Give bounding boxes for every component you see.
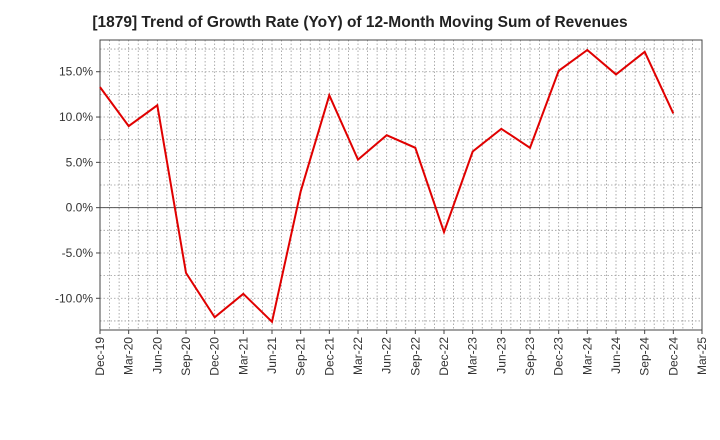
x-tick-label: Jun-20	[150, 337, 164, 374]
x-tick-label: Dec-19	[93, 337, 107, 376]
y-tick-label: 0.0%	[66, 201, 94, 215]
x-tick-label: Mar-20	[122, 337, 136, 375]
x-tick-label: Dec-21	[322, 337, 336, 376]
x-tick-label: Mar-24	[580, 337, 594, 375]
y-tick-label: 10.0%	[59, 110, 93, 124]
x-tick-label: Jun-24	[609, 337, 623, 374]
plot-frame	[99, 39, 703, 331]
x-tick-label: Dec-22	[437, 337, 451, 376]
series-line	[99, 48, 675, 324]
x-tick-label: Sep-23	[523, 337, 537, 376]
x-tick-label: Jun-22	[380, 337, 394, 374]
x-tick-label: Mar-23	[466, 337, 480, 375]
x-tick-label: Sep-22	[408, 337, 422, 376]
y-tick-label: -10.0%	[55, 291, 93, 305]
y-tick-label: 5.0%	[66, 155, 94, 169]
x-tick-label: Sep-20	[179, 337, 193, 376]
chart-title: [1879] Trend of Growth Rate (YoY) of 12-…	[92, 14, 628, 31]
x-tick-label: Jun-21	[265, 337, 279, 374]
x-tick-label: Dec-24	[666, 337, 680, 376]
y-tick-label: -5.0%	[62, 246, 94, 260]
x-tick-label: Jun-23	[494, 337, 508, 374]
x-tick-label: Dec-23	[552, 337, 566, 376]
x-tick-label: Mar-25	[695, 337, 709, 375]
y-tick-label: 15.0%	[59, 65, 93, 79]
x-tick-label: Dec-20	[208, 337, 222, 376]
x-tick-label: Sep-24	[638, 337, 652, 376]
x-tick-label: Mar-21	[236, 337, 250, 375]
x-tick-label: Mar-22	[351, 337, 365, 375]
x-tick-label: Sep-21	[294, 337, 308, 376]
